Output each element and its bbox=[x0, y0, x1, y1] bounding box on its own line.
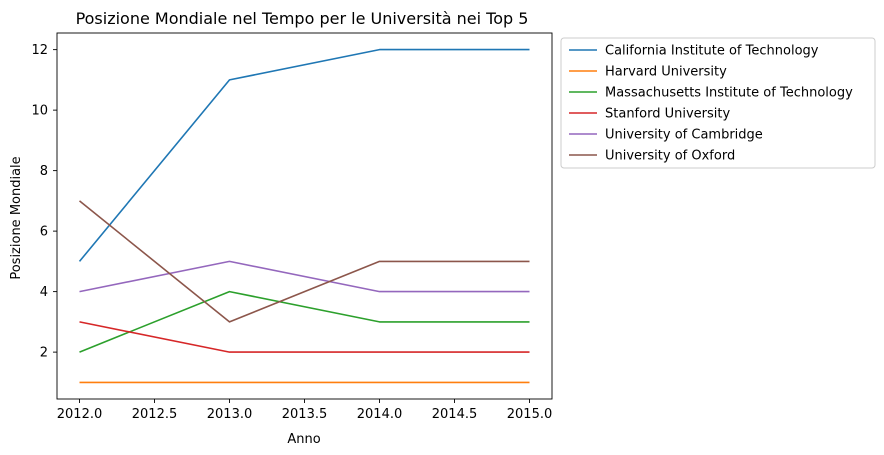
legend-label-1: Harvard University bbox=[605, 65, 727, 80]
legend-label-0: California Institute of Technology bbox=[605, 44, 819, 59]
x-tick-label: 2012.5 bbox=[132, 407, 178, 422]
y-axis-label: Posizione Mondiale bbox=[9, 156, 24, 279]
series-line-3 bbox=[79, 321, 530, 353]
legend: California Institute of Technology Harvar… bbox=[560, 37, 876, 169]
x-tick-label: 2015.0 bbox=[507, 407, 553, 422]
legend-label-3: Stanford University bbox=[605, 107, 730, 122]
x-axis-label: Anno bbox=[287, 432, 320, 447]
y-tick-label: 12 bbox=[31, 43, 48, 58]
series-line-2 bbox=[79, 290, 530, 353]
plot-area: 2012.0 2012.5 2013.0 2013.5 2014.0 2014.5 2015… bbox=[31, 32, 553, 422]
x-tick-label: 2012.0 bbox=[57, 407, 103, 422]
series-line-0 bbox=[78, 48, 530, 262]
plot-frame bbox=[56, 32, 553, 400]
legend-box bbox=[560, 37, 876, 169]
y-tick-label: 6 bbox=[40, 225, 48, 240]
series-line-4 bbox=[79, 260, 530, 293]
y-tick-label: 10 bbox=[31, 104, 48, 119]
chart-title: Posizione Mondiale nel Tempo per le Univ… bbox=[76, 9, 529, 28]
y-tick-label: 4 bbox=[40, 285, 48, 300]
legend-label-5: University of Oxford bbox=[605, 149, 735, 164]
legend-label-4: University of Cambridge bbox=[605, 128, 763, 143]
x-tick-label: 2013.5 bbox=[282, 407, 328, 422]
x-tick-label: 2014.0 bbox=[357, 407, 403, 422]
x-tick-label: 2013.0 bbox=[207, 407, 253, 422]
series-line-5 bbox=[78, 200, 530, 323]
legend-label-2: Massachusetts Institute of Technology bbox=[605, 86, 853, 101]
x-tick-label: 2014.5 bbox=[432, 407, 478, 422]
y-tick-label: 8 bbox=[40, 164, 48, 179]
y-tick-label: 2 bbox=[40, 346, 48, 361]
